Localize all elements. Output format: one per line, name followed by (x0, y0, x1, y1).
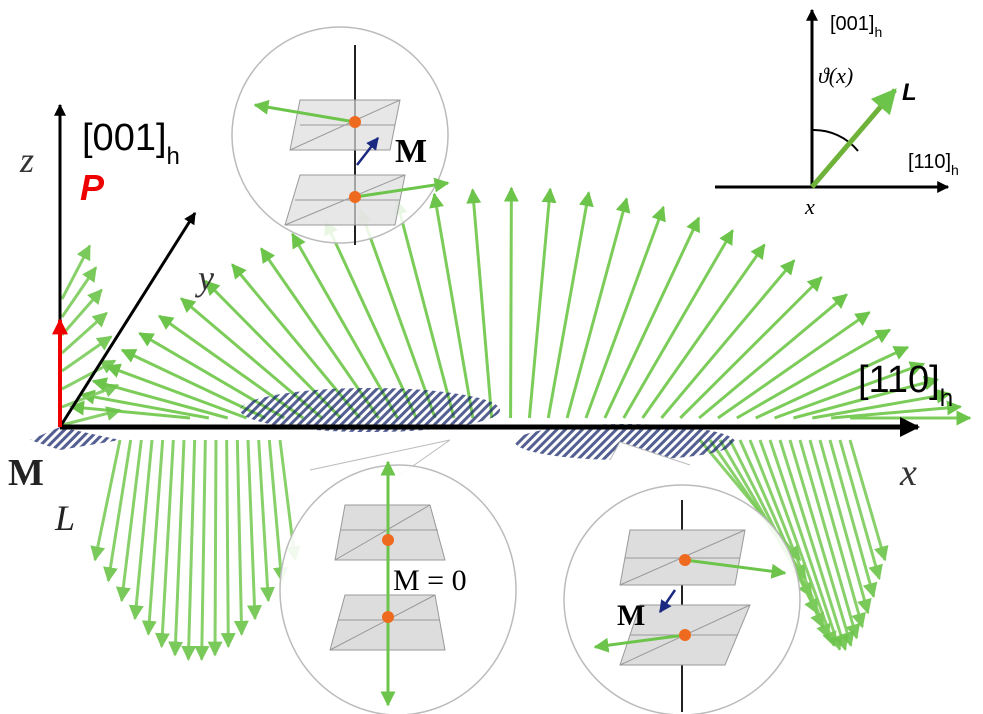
spin-arrow (259, 440, 269, 601)
spin-arrow (529, 189, 550, 418)
spin-arrow (248, 440, 255, 619)
axis-label: y (195, 258, 214, 298)
polarization-label: P (80, 167, 105, 208)
spin-arrow (605, 218, 699, 418)
label-text: [001] (82, 117, 167, 159)
spin-arrow (62, 313, 107, 353)
subscript: h (874, 24, 882, 40)
axis-direction: [110]h (908, 151, 959, 178)
axis-direction: [110]h (858, 359, 953, 412)
spin-arrow (397, 201, 454, 418)
spin-arrow (188, 440, 194, 659)
spin-arrow (237, 440, 241, 634)
vector-label: L (902, 79, 917, 106)
inset-label: M = 0 (393, 564, 467, 597)
label-text: [110] (858, 359, 940, 401)
inset-bottom-right: M (564, 442, 800, 714)
angle-diagram: [001]h ϑ(x) L [110]h x (715, 10, 959, 219)
angle-label: ϑ(x) (818, 63, 853, 88)
l-label: L (54, 498, 75, 538)
axis-label: z (19, 140, 34, 180)
spin-arrow (162, 440, 174, 647)
spin-arrow (269, 440, 281, 581)
spin-arrow (215, 440, 216, 655)
spin-arrow (548, 193, 588, 418)
spin-arrow (62, 290, 102, 335)
spin-arrow (62, 385, 118, 407)
spin-arrow (586, 207, 663, 418)
spin-arrow (227, 440, 229, 647)
diagram: M M = 0 M z [001]h P y [110]h x M L (0, 0, 983, 714)
inset-top: M (232, 27, 448, 245)
subscript: h (940, 385, 953, 412)
spin-arrow (473, 190, 492, 418)
spin-arrow (202, 440, 206, 659)
subscript: h (951, 162, 959, 178)
origin-label: x (804, 194, 815, 219)
spin-arrow (840, 440, 879, 579)
axis-direction: [001]h (82, 117, 180, 170)
spin-arrow (643, 245, 765, 418)
spin-arrow (511, 188, 512, 418)
spin-arrow (175, 440, 184, 655)
subscript: h (167, 143, 180, 170)
axis-direction: [001]h (830, 13, 882, 40)
hatched-region (30, 427, 120, 450)
spin-arrow (95, 440, 120, 560)
y-axis (60, 213, 195, 427)
spin-arrow (434, 194, 473, 418)
axis-label: x (899, 452, 917, 494)
inset-label: M (617, 599, 645, 632)
label-text: [110] (908, 151, 951, 173)
spin-arrow (360, 210, 435, 418)
spin-arrow (718, 312, 869, 418)
spin-arrow (62, 246, 90, 299)
inset-label: M (395, 133, 427, 170)
label-text: [001] (830, 13, 874, 35)
inset-bottom-center: M = 0 (280, 440, 516, 714)
m-label: M (8, 452, 44, 494)
